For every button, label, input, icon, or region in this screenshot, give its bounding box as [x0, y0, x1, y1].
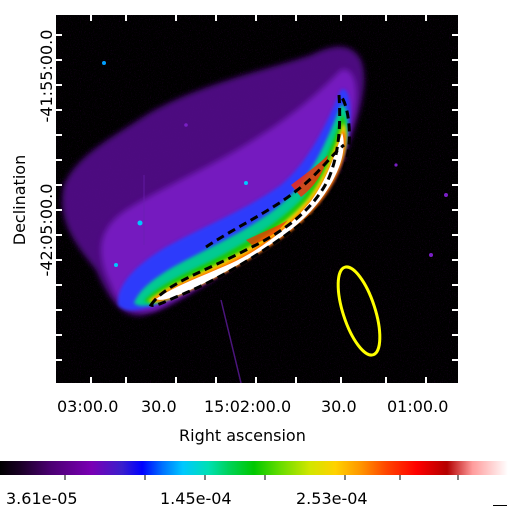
y-tick-label: -41:55:00.0 [37, 29, 56, 123]
background-region-ellipse [336, 265, 382, 357]
sky-image-panel [56, 15, 458, 383]
x-tick-label: 30.0 [141, 397, 177, 416]
colorbar [0, 461, 508, 475]
x-tick-label: 15:02:00.0 [204, 397, 292, 416]
x-tick-label: 30.0 [321, 397, 357, 416]
colorbar-end-mark [493, 505, 507, 506]
y-tick-label: -42:05:00.0 [37, 183, 56, 277]
colorbar-label: 1.45e-04 [160, 489, 232, 508]
x-tick-label: 01:00.0 [387, 397, 449, 416]
colorbar-label: 2.53e-04 [296, 489, 368, 508]
colorbar-label: 3.61e-05 [6, 489, 78, 508]
source-region-outline [148, 92, 351, 307]
supernova-remnant-image [56, 15, 458, 383]
x-axis-label: Right ascension [179, 426, 306, 445]
colorbar-ticks [64, 475, 459, 480]
x-tick-label: 03:00.0 [57, 397, 119, 416]
y-axis-label: Declination [10, 154, 29, 246]
